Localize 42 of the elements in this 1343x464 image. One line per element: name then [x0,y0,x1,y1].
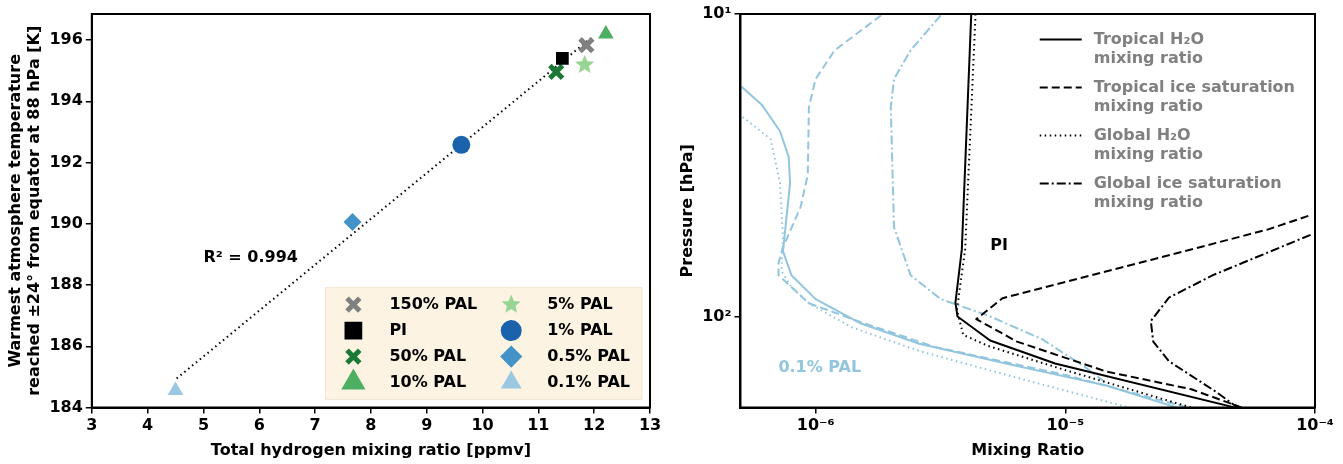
x-tick-label: 3 [86,415,98,435]
legend-label: 10% PAL [389,371,467,391]
legend-label: 5% PAL [547,293,613,313]
x-tick-label: 7 [309,415,321,435]
x-tick-label: 9 [421,415,433,435]
legend-label: Global ice saturation mixing ratio [1093,172,1282,211]
legend-label: Tropical ice saturation mixing ratio [1093,76,1295,115]
x-tick-label: 10⁻⁶ [796,415,835,435]
y-tick-label: 188 [49,274,83,294]
legend-label: 50% PAL [389,345,467,365]
y-tick-label: 10² [702,305,732,325]
x-axis-title: Total hydrogen mixing ratio [ppmv] [210,439,531,459]
y-axis-title: Warmest atmosphere temperature reached ±24° from equator at 88 hPa [K] [4,25,43,396]
x-tick-label: 10⁻⁴ [1296,415,1334,435]
y-tick-label: 192 [49,151,83,171]
annotation: R² = 0.994 [203,247,298,267]
y-tick-label: 194 [49,90,83,110]
legend-label: 150% PAL [389,293,478,313]
y-axis-title: Pressure [hPa] [676,144,696,278]
y-tick-label: 184 [49,396,83,416]
x-tick-label: 13 [638,415,662,435]
annotation: 0.1% PAL [778,357,862,377]
y-tick-label: 10¹ [702,3,732,23]
legend-label: 0.5% PAL [547,345,630,365]
x-tick-label: 5 [197,415,210,435]
x-tick-label: 10 [471,415,494,435]
x-axis-title: Mixing Ratio [971,439,1085,459]
y-tick-label: 196 [49,29,83,49]
legend-label: PI [389,319,408,339]
x-tick-label: 8 [365,415,377,435]
annotation: PI [990,235,1008,255]
x-tick-label: 11 [527,415,550,435]
y-tick-label: 190 [49,212,83,232]
x-tick-label: 12 [583,415,606,435]
legend-label: Global H₂O mixing ratio [1093,124,1203,163]
y-tick-label: 186 [49,335,83,355]
legend-label: 1% PAL [547,319,613,339]
legend-label: Tropical H₂O mixing ratio [1093,28,1205,67]
legend-label: 0.1% PAL [547,371,630,391]
x-tick-label: 4 [142,415,154,435]
x-tick-label: 6 [253,415,265,435]
x-tick-label: 10⁻⁵ [1046,415,1085,435]
